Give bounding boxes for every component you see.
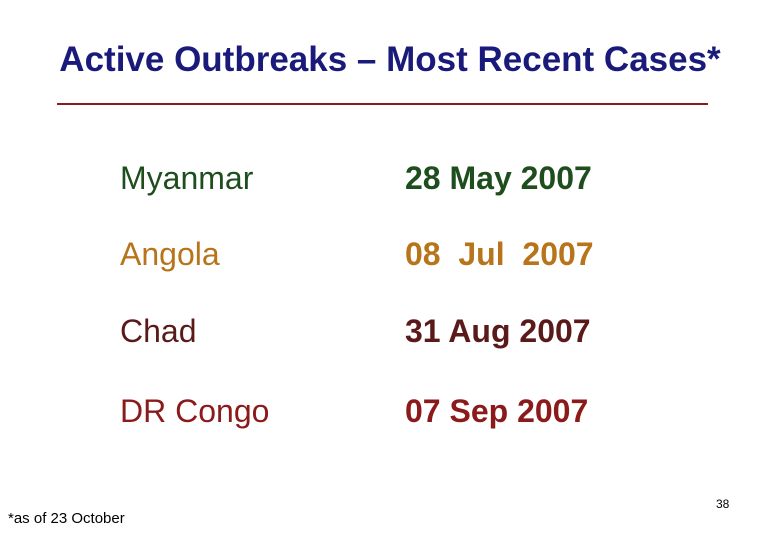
title: Active Outbreaks – Most Recent Cases* (59, 40, 721, 79)
country: Chad (120, 313, 197, 349)
date: 31 Aug 2007 (405, 313, 591, 349)
date: 08 Jul 2007 (405, 236, 594, 272)
date: 28 May 2007 (405, 160, 592, 196)
footnote: *as of 23 October (8, 510, 125, 527)
country: Myanmar (120, 160, 254, 196)
page-number: 38 (716, 497, 730, 511)
country: Angola (120, 236, 220, 272)
divider (57, 103, 708, 105)
date: 07 Sep 2007 (405, 393, 589, 429)
country: DR Congo (120, 393, 270, 429)
